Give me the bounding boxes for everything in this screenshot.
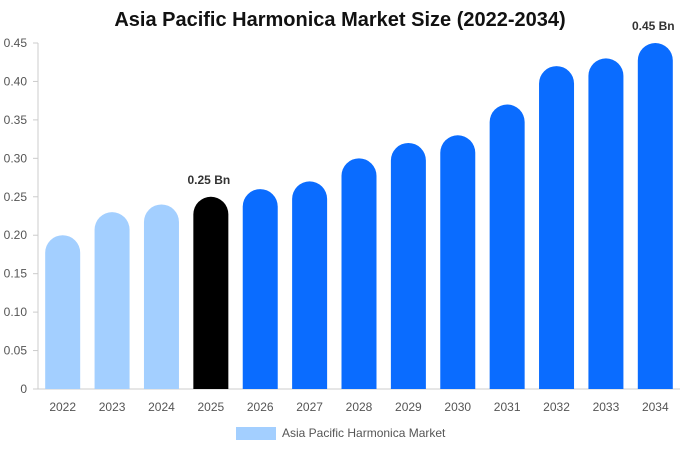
bar-2022 — [45, 235, 81, 389]
y-tick-label: 0.20 — [4, 228, 28, 242]
bar-2031 — [489, 104, 525, 389]
legend-label: Asia Pacific Harmonica Market — [282, 426, 446, 440]
bar-2029 — [390, 142, 426, 389]
bar-2026 — [242, 189, 278, 389]
legend-swatch — [236, 427, 276, 440]
x-tick-label: 2031 — [494, 400, 521, 414]
y-tick-label: 0.35 — [4, 113, 28, 127]
data-label-2025: 0.25 Bn — [188, 173, 231, 187]
y-tick-label: 0.10 — [4, 305, 28, 319]
x-tick-label: 2028 — [346, 400, 373, 414]
y-tick-label: 0.25 — [4, 190, 28, 204]
x-tick-label: 2022 — [49, 400, 76, 414]
x-tick-label: 2026 — [247, 400, 274, 414]
x-tick-label: 2030 — [444, 400, 471, 414]
bar-2023 — [94, 212, 130, 389]
bar-2033 — [588, 58, 624, 390]
x-tick-label: 2034 — [642, 400, 669, 414]
x-tick-label: 2023 — [99, 400, 126, 414]
y-tick-label: 0.45 — [4, 36, 28, 50]
x-tick-label: 2033 — [593, 400, 620, 414]
y-tick-label: 0 — [20, 382, 27, 396]
data-label-2034: 0.45 Bn — [632, 19, 675, 33]
bar-2030 — [440, 135, 476, 389]
x-tick-label: 2027 — [296, 400, 323, 414]
y-tick-label: 0.30 — [4, 151, 28, 165]
x-tick-label: 2032 — [543, 400, 570, 414]
y-tick-label: 0.15 — [4, 267, 28, 281]
bar-2027 — [292, 181, 328, 389]
bar-2034 — [637, 43, 673, 389]
y-tick-label: 0.05 — [4, 344, 28, 358]
bar-2024 — [143, 204, 179, 389]
y-tick-label: 0.40 — [4, 74, 28, 88]
bar-2032 — [539, 66, 575, 390]
bar-2025 — [193, 196, 229, 389]
x-tick-label: 2025 — [197, 400, 224, 414]
chart-title: Asia Pacific Harmonica Market Size (2022… — [114, 9, 566, 31]
x-tick-label: 2029 — [395, 400, 422, 414]
bar-2028 — [341, 158, 377, 389]
x-tick-label: 2024 — [148, 400, 175, 414]
